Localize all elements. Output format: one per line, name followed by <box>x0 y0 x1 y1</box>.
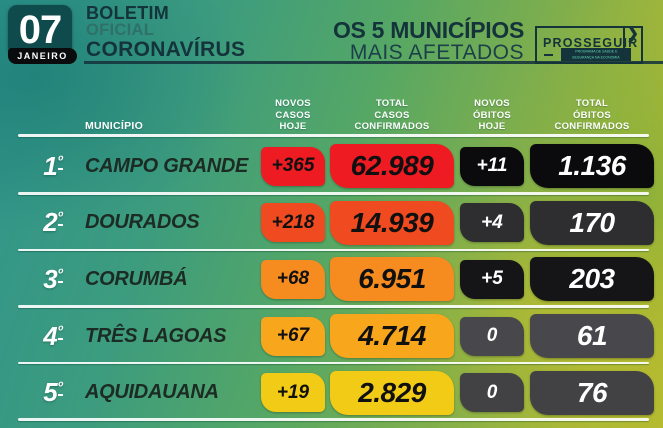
novos-casos-badge: +218 <box>261 203 325 243</box>
prosseguir-logo-text: PROSSEGUIR <box>543 36 639 50</box>
table-row: 2º DOURADOS +218 14.939 +4 170 <box>0 195 663 252</box>
subtitle-line2: MAIS AFETADOS <box>349 41 524 65</box>
subtitle-line1: OS 5 MUNICÍPIOS <box>332 17 524 43</box>
municipio-name: TRÊS LAGOAS <box>85 324 227 347</box>
municipio-name: AQUIDAUANA <box>85 381 219 404</box>
novos-casos-badge: +67 <box>261 316 325 356</box>
header-divider-line <box>84 61 663 64</box>
rank-label: 1º <box>43 150 63 181</box>
novos-obitos-badge: 0 <box>460 373 524 413</box>
table-header-row: MUNICÍPIO NOVOS CASOS HOJE TOTAL CASOS C… <box>0 86 663 132</box>
total-obitos-badge: 170 <box>530 200 654 245</box>
novos-obitos-badge: +4 <box>460 203 524 243</box>
title-oficial: OFICIAL <box>86 21 155 39</box>
total-obitos-badge: 76 <box>530 370 654 415</box>
title-coronavirus: CORONAVÍRUS <box>86 37 246 61</box>
municipio-name: CAMPO GRANDE <box>85 154 249 177</box>
date-month: JANEIRO <box>17 51 68 61</box>
chevron-right-icon: ❯ <box>626 25 639 42</box>
municipio-name: DOURADOS <box>85 211 200 234</box>
title-boletim: BOLETIM <box>86 3 170 23</box>
column-header-total-casos: TOTAL CASOS CONFIRMADOS <box>354 98 430 132</box>
column-header-total-obitos: TOTAL ÓBITOS CONFIRMADOS <box>554 98 630 132</box>
novos-casos-badge: +19 <box>261 373 325 413</box>
total-casos-badge: 14.939 <box>330 200 454 245</box>
rank-label: 2º <box>43 207 63 238</box>
table-row: 5º AQUIDAUANA +19 2.829 0 76 <box>0 364 663 421</box>
column-header-municipio: MUNICÍPIO <box>85 119 144 132</box>
logo-tagline: PROGRAMA DE SAÚDE E SEGURANÇA NA ECONOMI… <box>561 48 631 61</box>
date-day: 07 <box>18 8 62 52</box>
total-casos-badge: 2.829 <box>330 370 454 415</box>
total-casos-badge: 6.951 <box>330 257 454 302</box>
rank-label: 4º <box>43 320 63 351</box>
table-row: 4º TRÊS LAGOAS +67 4.714 0 61 <box>0 308 663 365</box>
column-header-novos-obitos: NOVOS ÓBITOS HOJE <box>472 98 512 132</box>
novos-obitos-badge: +11 <box>460 146 524 186</box>
column-header-novos-casos: NOVOS CASOS HOJE <box>275 98 311 132</box>
page-title: BOLETIM OFICIAL CORONAVÍRUS <box>86 4 245 60</box>
total-obitos-badge: 61 <box>530 314 654 359</box>
prosseguir-logo: PROSSEGUIR ❯ PROGRAMA DE SAÚDE E SEGURAN… <box>535 25 643 64</box>
logo-tagline-line1: PROGRAMA DE SAÚDE E <box>574 49 618 54</box>
subtitle: OS 5 MUNICÍPIOS MAIS AFETADOS <box>300 17 524 65</box>
table-body: 1º CAMPO GRANDE +365 62.989 +11 1.136 2º… <box>0 138 663 421</box>
logo-dash <box>544 53 553 56</box>
novos-casos-badge: +365 <box>261 146 325 186</box>
total-casos-badge: 4.714 <box>330 314 454 359</box>
rank-label: 5º <box>43 377 63 408</box>
total-obitos-badge: 203 <box>530 257 654 302</box>
rank-label: 3º <box>43 263 63 294</box>
novos-obitos-badge: +5 <box>460 259 524 299</box>
table-row: 3º CORUMBÁ +68 6.951 +5 203 <box>0 251 663 308</box>
novos-obitos-badge: 0 <box>460 316 524 356</box>
table-header-underline <box>18 134 649 137</box>
municipio-name: CORUMBÁ <box>85 267 188 290</box>
total-obitos-badge: 1.136 <box>530 144 654 189</box>
month-tab: JANEIRO <box>8 48 77 64</box>
logo-tagline-line2: SEGURANÇA NA ECONOMIA <box>572 55 620 60</box>
date-badge: 07 <box>8 5 72 56</box>
logo-divider <box>623 28 625 50</box>
novos-casos-badge: +68 <box>261 259 325 299</box>
total-casos-badge: 62.989 <box>330 144 454 189</box>
table-row: 1º CAMPO GRANDE +365 62.989 +11 1.136 <box>0 138 663 195</box>
